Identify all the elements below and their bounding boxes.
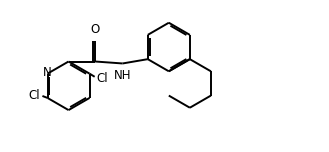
Text: NH: NH: [114, 69, 132, 82]
Text: Cl: Cl: [97, 72, 108, 85]
Text: Cl: Cl: [29, 89, 40, 102]
Text: N: N: [43, 66, 52, 79]
Text: O: O: [90, 23, 100, 36]
